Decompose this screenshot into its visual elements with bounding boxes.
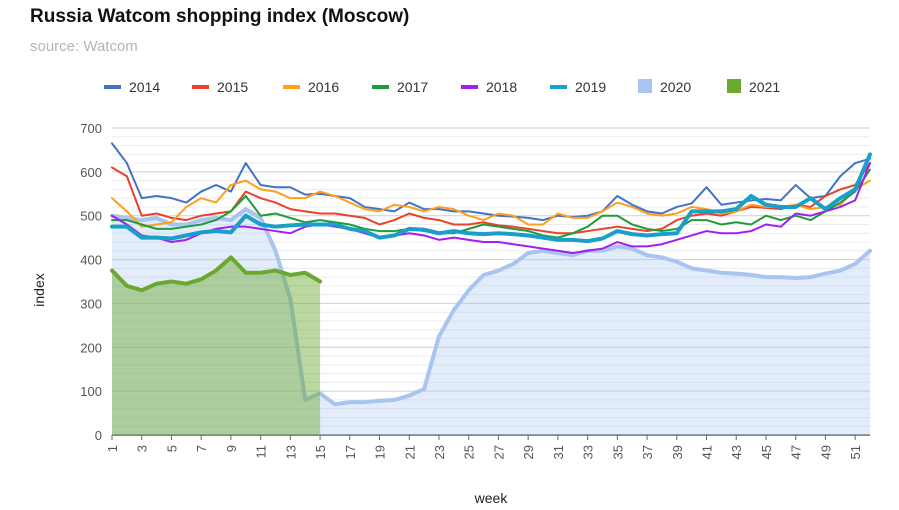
series-2017-line — [111, 168, 871, 239]
x-tick-label: 17 — [343, 445, 358, 459]
y-tick-label: 500 — [80, 209, 102, 224]
y-tick-label: 400 — [80, 253, 102, 268]
legend-item-2017: 2017 — [372, 79, 428, 95]
y-tick-label: 700 — [80, 121, 102, 136]
series-2014-line — [111, 142, 871, 222]
y-axis: 0 100 200 300 400 500 600 700 — [80, 121, 102, 443]
legend-label: 2020 — [660, 79, 691, 95]
legend-item-2015: 2015 — [192, 79, 248, 95]
x-tick-label: 49 — [818, 445, 833, 459]
series-2016-line — [111, 179, 871, 228]
x-tick-label: 1 — [105, 445, 120, 452]
y-tick-label: 0 — [95, 428, 102, 443]
legend-label: 2019 — [575, 79, 606, 95]
series-2019-line — [110, 152, 872, 244]
x-tick-label: 31 — [551, 445, 566, 459]
x-tick-label: 51 — [848, 445, 863, 459]
x-tick-label: 25 — [462, 445, 477, 459]
x-tick-label: 47 — [789, 445, 804, 459]
legend-item-2014: 2014 — [104, 79, 160, 95]
x-tick-label: 15 — [313, 445, 328, 459]
x-tick-label: 7 — [194, 445, 209, 452]
legend-label: 2016 — [308, 79, 339, 95]
line-series — [110, 142, 872, 254]
x-tick-label: 9 — [224, 445, 239, 452]
x-tick-label: 3 — [135, 445, 150, 452]
legend-swatch — [727, 79, 741, 93]
x-tick-label: 43 — [729, 445, 744, 459]
gridlines — [112, 127, 870, 436]
series-2020-line — [110, 207, 872, 407]
y-tick-label: 600 — [80, 165, 102, 180]
legend-swatch — [638, 79, 652, 93]
chart-subtitle: source: Watcom — [30, 38, 138, 55]
x-tick-label: 11 — [254, 445, 269, 459]
legend-item-2019: 2019 — [550, 79, 606, 95]
legend: 2014 2015 2016 2017 2018 2019 2020 2021 — [104, 79, 780, 95]
legend-label: 2014 — [129, 79, 160, 95]
legend-item-2018: 2018 — [461, 79, 517, 95]
y-tick-label: 200 — [80, 340, 102, 355]
x-tick-label: 19 — [373, 445, 388, 459]
x-tick-label: 27 — [491, 445, 506, 459]
x-tick-label: 13 — [283, 445, 298, 459]
legend-label: 2015 — [217, 79, 248, 95]
series-2021-area — [112, 257, 321, 435]
legend-item-2020: 2020 — [638, 79, 691, 95]
x-axis: 1 3 5 7 9 11 13 15 17 19 21 23 25 27 29 31 33 35 37 39 41 43 4… — [105, 435, 863, 459]
x-tick-label: 41 — [700, 445, 715, 459]
y-axis-label: index — [31, 273, 47, 306]
y-tick-label: 100 — [80, 384, 102, 399]
series-2015-line — [111, 162, 871, 235]
legend-item-2021: 2021 — [727, 79, 780, 95]
series-2021-line — [110, 255, 323, 293]
x-tick-label: 35 — [610, 445, 625, 459]
chart-title: Russia Watcom shopping index (Moscow) — [30, 6, 410, 27]
x-tick-label: 29 — [521, 445, 536, 459]
legend-label: 2017 — [397, 79, 428, 95]
x-tick-label: 21 — [402, 445, 417, 459]
x-axis-label: week — [474, 490, 509, 506]
x-tick-label: 45 — [759, 445, 774, 459]
x-tick-label: 39 — [670, 445, 685, 459]
legend-label: 2018 — [486, 79, 517, 95]
legend-label: 2021 — [749, 79, 780, 95]
x-tick-label: 37 — [640, 445, 655, 459]
x-tick-label: 23 — [432, 445, 447, 459]
x-tick-label: 33 — [581, 445, 596, 459]
y-tick-label: 300 — [80, 296, 102, 311]
x-tick-label: 5 — [164, 445, 179, 452]
legend-item-2016: 2016 — [283, 79, 339, 95]
area-series — [110, 207, 872, 435]
